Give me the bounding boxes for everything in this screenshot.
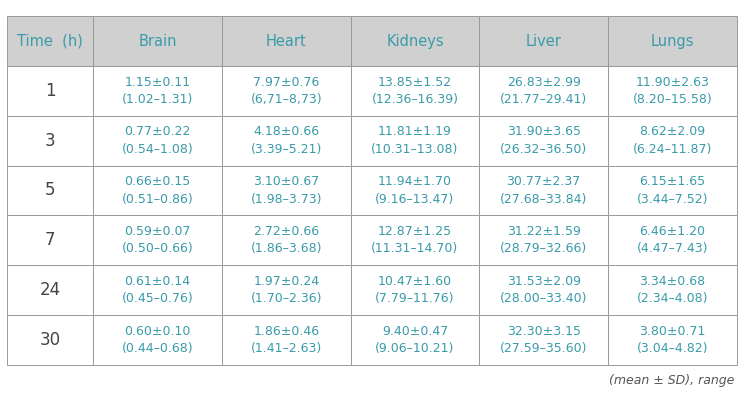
Bar [608,215,737,265]
Text: 0.77±0.22
(0.54–1.08): 0.77±0.22 (0.54–1.08) [122,125,194,156]
Bar [608,166,737,215]
Bar [351,265,479,315]
Bar [93,66,222,116]
Bar [479,16,608,66]
Bar [222,116,351,166]
Text: 12.87±1.25
(11.31–14.70): 12.87±1.25 (11.31–14.70) [371,225,459,256]
Bar [608,116,737,166]
Bar [7,215,93,265]
Text: 9.40±0.47
(9.06–10.21): 9.40±0.47 (9.06–10.21) [375,324,455,355]
Text: 11.81±1.19
(10.31–13.08): 11.81±1.19 (10.31–13.08) [371,125,459,156]
Bar [93,116,222,166]
Text: 1: 1 [45,82,56,100]
Bar [7,315,93,365]
Text: 7.97±0.76
(6,71–8,73): 7.97±0.76 (6,71–8,73) [251,76,322,106]
Text: Brain: Brain [138,33,177,48]
Bar [222,66,351,116]
Text: 31.22±1.59
(28.79–32.66): 31.22±1.59 (28.79–32.66) [500,225,588,256]
Bar [93,215,222,265]
Bar [222,166,351,215]
Text: 31.53±2.09
(28.00–33.40): 31.53±2.09 (28.00–33.40) [500,275,588,305]
Text: 3: 3 [45,132,56,150]
Text: 1.97±0.24
(1.70–2.36): 1.97±0.24 (1.70–2.36) [251,275,322,305]
Bar [7,16,93,66]
Bar [608,265,737,315]
Text: 8.62±2.09
(6.24–11.87): 8.62±2.09 (6.24–11.87) [633,125,712,156]
Bar [608,66,737,116]
Bar [93,166,222,215]
Text: 0.59±0.07
(0.50–0.66): 0.59±0.07 (0.50–0.66) [122,225,194,256]
Text: 1.86±0.46
(1.41–2.63): 1.86±0.46 (1.41–2.63) [251,324,322,355]
Text: 6.15±1.65
(3.44–7.52): 6.15±1.65 (3.44–7.52) [637,175,708,206]
Bar [608,315,737,365]
Bar [351,16,479,66]
Text: 26.83±2.99
(21.77–29.41): 26.83±2.99 (21.77–29.41) [500,76,588,106]
Bar [222,215,351,265]
Text: 11.90±2.63
(8.20–15.58): 11.90±2.63 (8.20–15.58) [632,76,712,106]
Text: 13.85±1.52
(12.36–16.39): 13.85±1.52 (12.36–16.39) [372,76,459,106]
Text: 7: 7 [45,231,56,249]
Text: 5: 5 [45,181,56,199]
Text: 3.34±0.68
(2.34–4.08): 3.34±0.68 (2.34–4.08) [637,275,708,305]
Text: 3.80±0.71
(3.04–4.82): 3.80±0.71 (3.04–4.82) [637,324,708,355]
Text: 32.30±3.15
(27.59–35.60): 32.30±3.15 (27.59–35.60) [500,324,588,355]
Text: Time  (h): Time (h) [17,33,83,48]
Bar [479,116,608,166]
Bar [608,16,737,66]
Text: 2.72±0.66
(1.86–3.68): 2.72±0.66 (1.86–3.68) [251,225,322,256]
Text: 0.66±0.15
(0.51–0.86): 0.66±0.15 (0.51–0.86) [122,175,194,206]
Text: 0.60±0.10
(0.44–0.68): 0.60±0.10 (0.44–0.68) [122,324,194,355]
Text: 11.94±1.70
(9.16–13.47): 11.94±1.70 (9.16–13.47) [375,175,455,206]
Text: Kidneys: Kidneys [386,33,444,48]
Bar [93,315,222,365]
Text: Heart: Heart [266,33,306,48]
Text: Lungs: Lungs [651,33,695,48]
Text: (mean ± SD), range: (mean ± SD), range [609,374,735,387]
Text: 6.46±1.20
(4.47–7.43): 6.46±1.20 (4.47–7.43) [637,225,708,256]
Text: 30: 30 [40,331,61,349]
Bar [7,66,93,116]
Bar [479,215,608,265]
Bar [222,315,351,365]
Bar [222,16,351,66]
Text: Liver: Liver [526,33,562,48]
Bar [222,265,351,315]
Bar [351,116,479,166]
Text: 24: 24 [40,281,61,299]
Bar [479,265,608,315]
Bar [93,265,222,315]
Bar [7,265,93,315]
Text: 30.77±2.37
(27.68–33.84): 30.77±2.37 (27.68–33.84) [500,175,588,206]
Bar [479,315,608,365]
Bar [7,116,93,166]
Bar [351,166,479,215]
Bar [351,315,479,365]
Text: 10.47±1.60
(7.79–11.76): 10.47±1.60 (7.79–11.76) [375,275,455,305]
Bar [351,66,479,116]
Bar [479,66,608,116]
Bar [351,215,479,265]
Text: 1.15±0.11
(1.02–1.31): 1.15±0.11 (1.02–1.31) [122,76,193,106]
Text: 3.10±0.67
(1.98–3.73): 3.10±0.67 (1.98–3.73) [251,175,322,206]
Text: 4.18±0.66
(3.39–5.21): 4.18±0.66 (3.39–5.21) [251,125,322,156]
Bar [93,16,222,66]
Text: 0.61±0.14
(0.45–0.76): 0.61±0.14 (0.45–0.76) [122,275,194,305]
Text: 31.90±3.65
(26.32–36.50): 31.90±3.65 (26.32–36.50) [500,125,588,156]
Bar [479,166,608,215]
Bar [7,166,93,215]
